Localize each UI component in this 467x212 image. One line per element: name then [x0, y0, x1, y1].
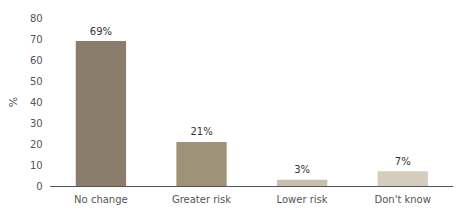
svg-text:80: 80	[30, 13, 43, 24]
svg-text:10: 10	[30, 160, 43, 171]
svg-text:%: %	[7, 97, 20, 107]
svg-text:20: 20	[30, 139, 43, 150]
svg-text:21%: 21%	[190, 126, 212, 137]
svg-text:40: 40	[30, 97, 43, 108]
svg-text:0: 0	[36, 181, 42, 192]
svg-text:69%: 69%	[90, 26, 112, 37]
svg-text:70: 70	[30, 34, 43, 45]
svg-text:Lower risk: Lower risk	[277, 194, 328, 205]
svg-text:3%: 3%	[294, 164, 310, 175]
svg-text:No change: No change	[74, 194, 128, 205]
svg-text:Don't know: Don't know	[374, 194, 430, 205]
svg-text:60: 60	[30, 55, 43, 66]
svg-text:Greater risk: Greater risk	[172, 194, 231, 205]
svg-text:30: 30	[30, 118, 43, 129]
svg-text:50: 50	[30, 76, 43, 87]
svg-text:7%: 7%	[395, 156, 411, 167]
